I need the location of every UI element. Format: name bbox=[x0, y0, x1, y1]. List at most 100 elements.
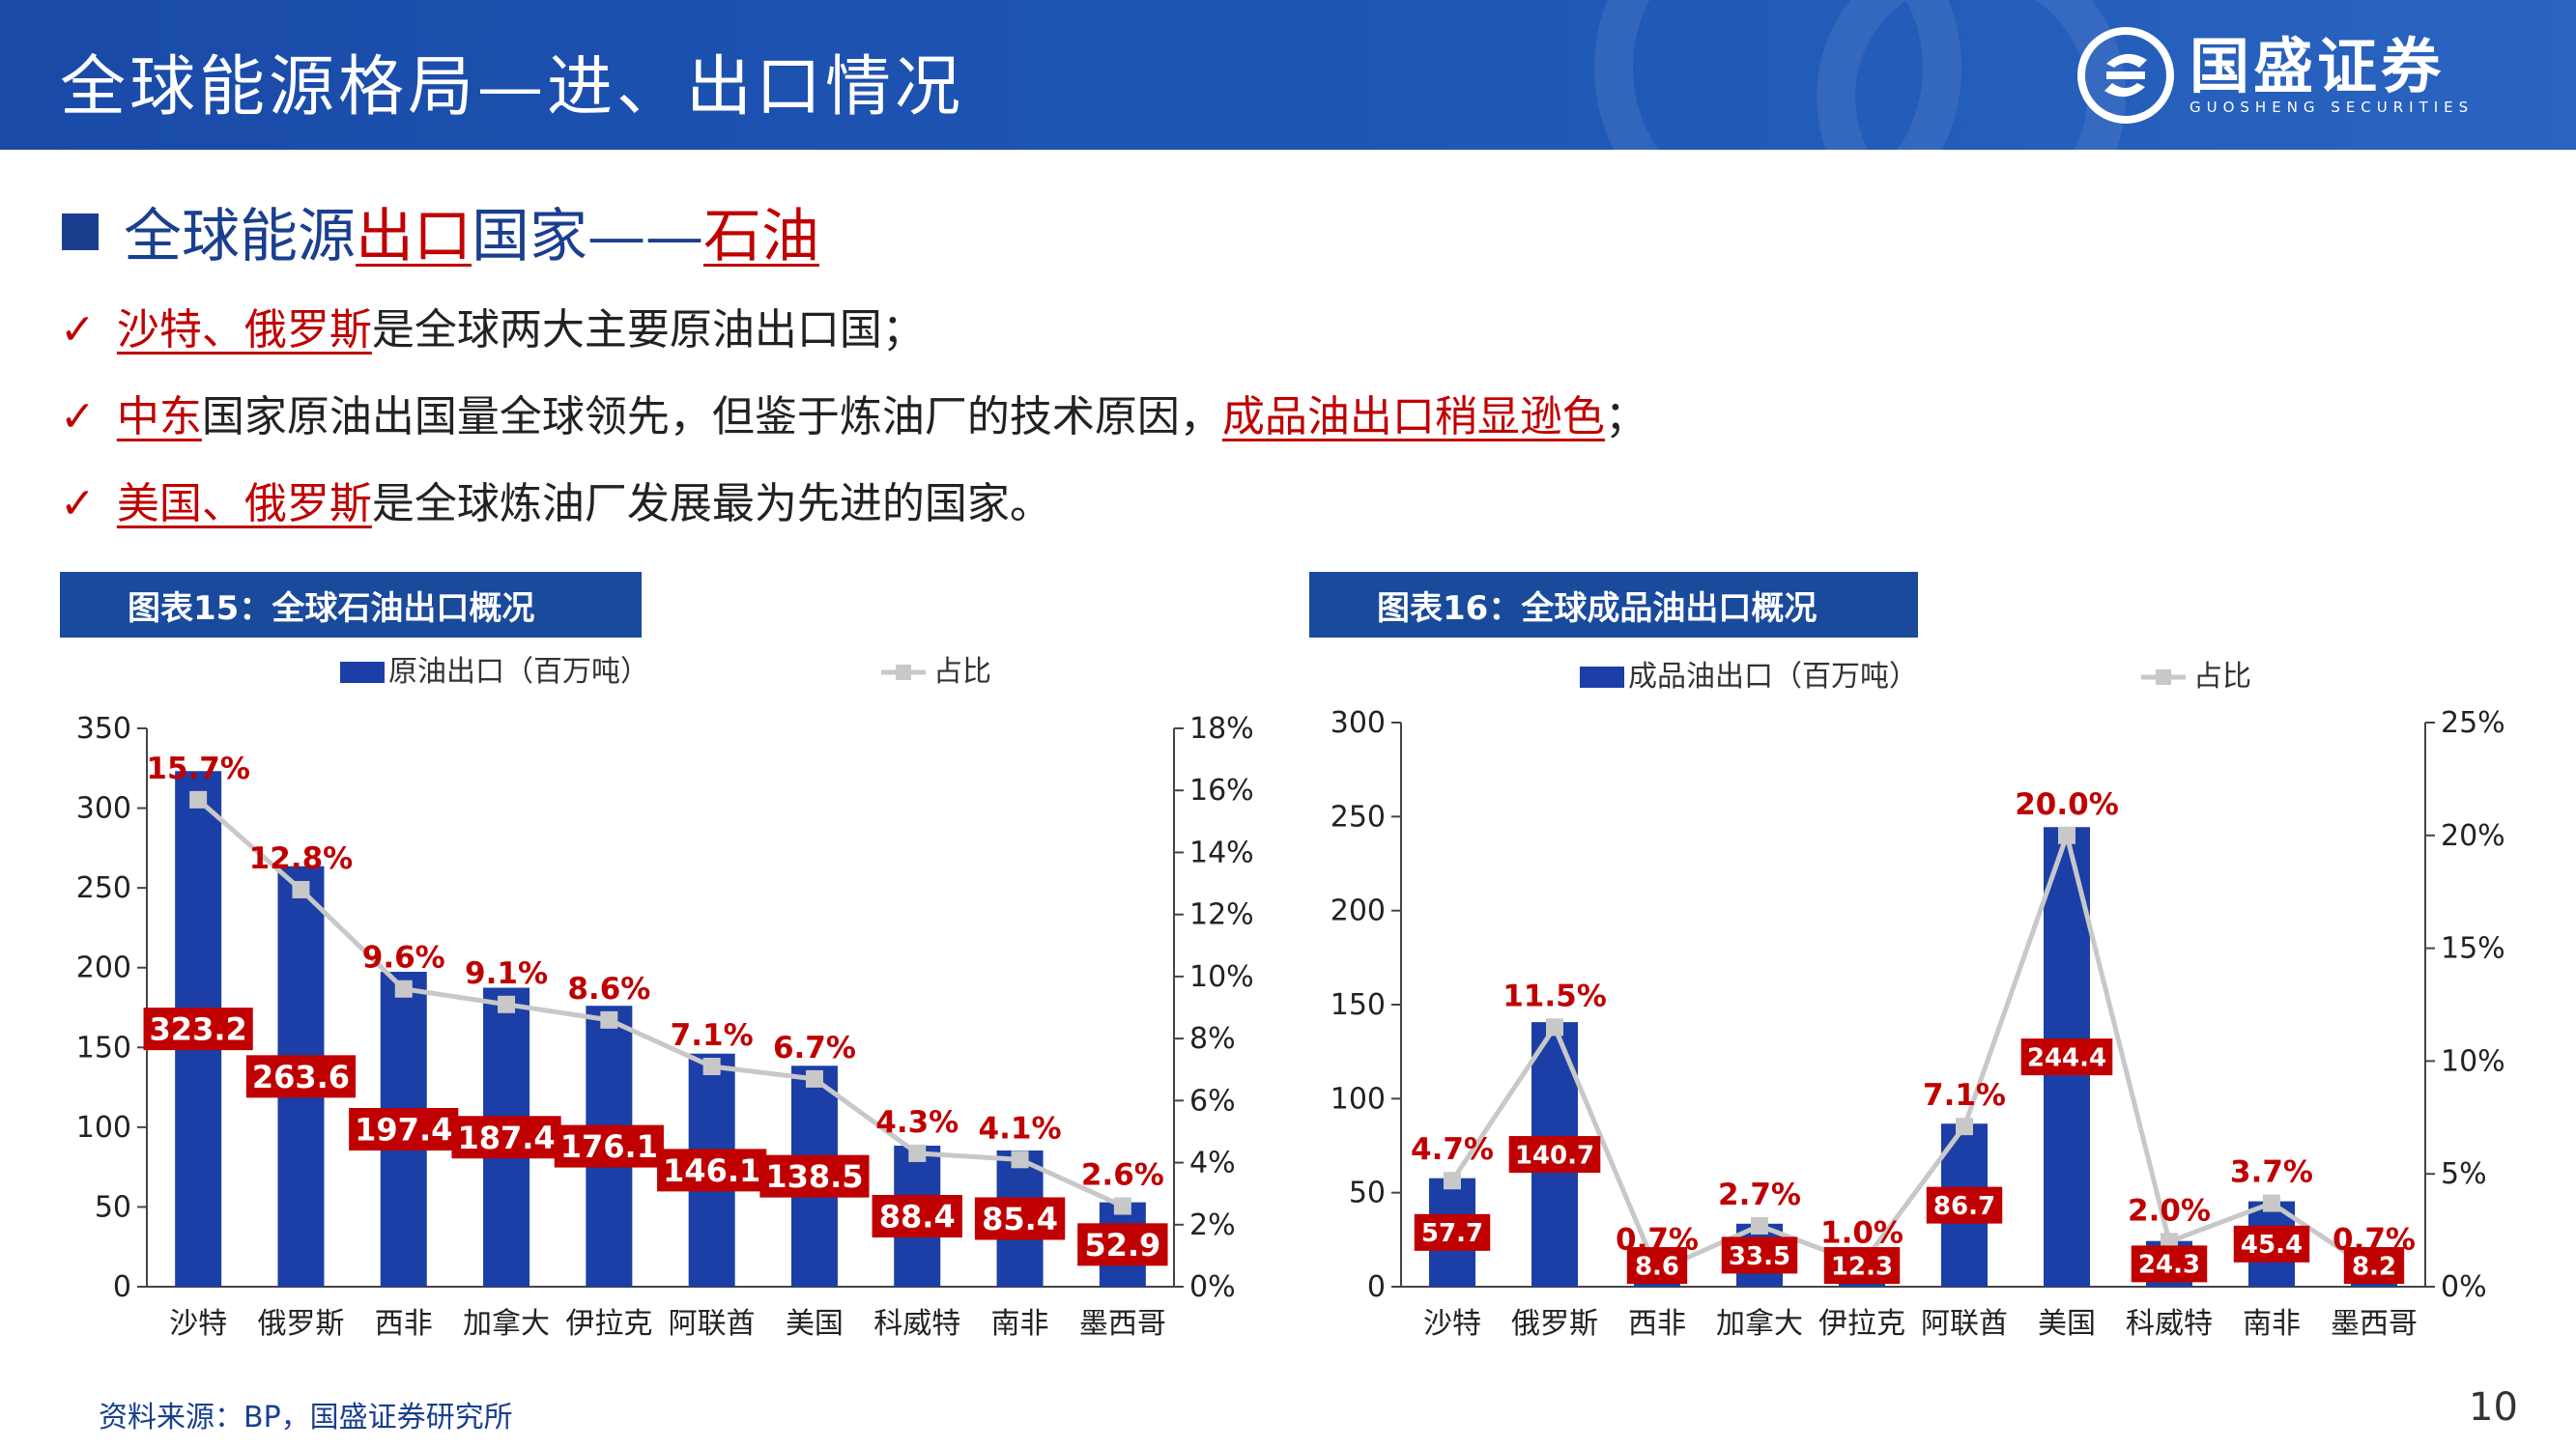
bar-value-label-bg bbox=[2131, 1245, 2208, 1283]
share-value-label: 9.1% bbox=[465, 956, 548, 991]
page-title: 全球能源格局—进、出口情况 bbox=[60, 49, 965, 126]
share-point bbox=[2058, 826, 2075, 844]
share-point bbox=[1113, 1197, 1131, 1215]
x-tick-label: 墨西哥 bbox=[2331, 1307, 2418, 1341]
share-point bbox=[702, 1058, 721, 1076]
x-tick-label: 沙特 bbox=[1423, 1307, 1481, 1341]
y-tick-label-right: 14% bbox=[1189, 836, 1254, 869]
share-value-label: 3.7% bbox=[2230, 1155, 2313, 1190]
share-value-label: 20.0% bbox=[2015, 787, 2119, 822]
x-tick-label: 沙特 bbox=[169, 1307, 227, 1341]
bar-value-label: 8.6 bbox=[1635, 1252, 1679, 1281]
x-tick-label: 俄罗斯 bbox=[1511, 1307, 1598, 1341]
bar-value-label-bg bbox=[759, 1154, 870, 1198]
check-icon: ✓ bbox=[60, 392, 96, 441]
bar-value-label-bg bbox=[554, 1124, 664, 1168]
heading-highlight-oil: 石油 bbox=[703, 203, 819, 270]
legend-line-label: 占比 bbox=[2193, 660, 2251, 694]
x-tick-label: 科威特 bbox=[873, 1307, 960, 1341]
x-tick-label: 美国 bbox=[786, 1307, 844, 1341]
refined-oil-export-chart: 成品油出口（百万吨） 占比 0 50 100 150 200 250 300 0% 5% 10% 15%… bbox=[1331, 660, 2505, 1341]
bar-value-label: 138.5 bbox=[765, 1158, 863, 1195]
bar-value-label-bg bbox=[872, 1195, 962, 1238]
x-tick-label: 墨西哥 bbox=[1079, 1307, 1166, 1341]
x-tick-label: 美国 bbox=[2038, 1307, 2096, 1341]
y-tick-label-left: 300 bbox=[1331, 706, 1386, 740]
bullet-highlight: 沙特、俄罗斯 bbox=[116, 305, 372, 355]
y-tick-label-left: 200 bbox=[1331, 895, 1386, 928]
heading-highlight-export: 出口 bbox=[356, 203, 472, 270]
x-tick-label: 加拿大 bbox=[1716, 1307, 1803, 1341]
y-tick-label-left: 0 bbox=[1367, 1270, 1386, 1304]
bar-value-label-bg bbox=[349, 1108, 459, 1151]
y-tick-label-right: 25% bbox=[2441, 706, 2505, 740]
share-value-label: 7.1% bbox=[1923, 1078, 2006, 1113]
y-tick-label-left: 350 bbox=[76, 712, 131, 746]
bar-value-label: 140.7 bbox=[1515, 1141, 1594, 1170]
y-tick-label-left: 250 bbox=[76, 871, 131, 905]
bar-value-label: 12.3 bbox=[1831, 1252, 1893, 1281]
section-heading: 全球能源 出口 国家—— 石油 bbox=[62, 189, 819, 273]
y-tick-label-left: 300 bbox=[76, 792, 131, 826]
share-value-label: 8.6% bbox=[567, 972, 650, 1007]
crude-oil-export-chart: 原油出口（百万吨） 占比 0 50 100 150 200 250 300 350 0% 2% 4% 6%… bbox=[76, 655, 1254, 1341]
bar-value-label-bg bbox=[1414, 1213, 1491, 1251]
bar-value-label-bg bbox=[657, 1149, 767, 1192]
logo-name-en: GUOSHENG SECURITIES bbox=[2190, 99, 2475, 116]
bar-value-label: 244.4 bbox=[2027, 1043, 2106, 1072]
y-tick-label-right: 0% bbox=[2441, 1270, 2487, 1304]
y-tick-label-right: 15% bbox=[2441, 932, 2505, 966]
share-value-label: 2.7% bbox=[1718, 1178, 1801, 1212]
bullet-highlight-2: 成品油出口稍显逊色 bbox=[1221, 392, 1605, 441]
y-tick-label-left: 150 bbox=[76, 1031, 131, 1065]
y-tick-label-right: 10% bbox=[1189, 960, 1254, 994]
x-tick-label: 加拿大 bbox=[463, 1307, 550, 1341]
page-number: 10 bbox=[2469, 1385, 2518, 1430]
share-point bbox=[2263, 1194, 2280, 1212]
share-point bbox=[805, 1069, 823, 1088]
y-tick-label-right: 16% bbox=[1189, 774, 1254, 808]
bar-value-label: 85.4 bbox=[982, 1201, 1058, 1237]
bar-value-label: 176.1 bbox=[560, 1128, 658, 1165]
y-tick-label-left: 150 bbox=[1331, 988, 1386, 1022]
share-value-label: 12.8% bbox=[249, 841, 354, 876]
y-tick-label-right: 0% bbox=[1189, 1270, 1236, 1304]
bar-value-label: 8.2 bbox=[2352, 1252, 2396, 1281]
bar-value-label: 52.9 bbox=[1084, 1227, 1160, 1264]
company-logo: 国盛证券 GUOSHENG SECURITIES bbox=[2077, 27, 2474, 124]
check-icon: ✓ bbox=[60, 479, 96, 528]
share-point bbox=[394, 980, 413, 998]
bar-value-label: 146.1 bbox=[663, 1152, 760, 1189]
y-tick-label-right: 2% bbox=[1189, 1208, 1236, 1242]
y-tick-label-right: 18% bbox=[1189, 712, 1254, 746]
y-tick-label-right: 4% bbox=[1189, 1147, 1236, 1180]
bullet-text: 国家原油出国量全球领先，但鉴于炼油厂的技术原因， bbox=[201, 392, 1222, 441]
bar-value-label-bg bbox=[1508, 1136, 1601, 1174]
legend-line-label: 占比 bbox=[933, 655, 991, 689]
x-tick-label: 西非 bbox=[375, 1307, 433, 1341]
bullet-tail: ； bbox=[1604, 392, 1647, 441]
bar-value-label-bg bbox=[2233, 1225, 2310, 1263]
logo-name-cn: 国盛证券 bbox=[2190, 31, 2446, 101]
share-point bbox=[1751, 1216, 1768, 1235]
x-tick-label: 南非 bbox=[2243, 1307, 2301, 1341]
legend-line-marker bbox=[2156, 669, 2171, 685]
share-line bbox=[1449, 827, 2376, 1274]
y-tick-label-left: 100 bbox=[1331, 1082, 1386, 1116]
bar-value-label: 197.4 bbox=[355, 1112, 452, 1149]
share-value-label: 15.7% bbox=[146, 752, 250, 786]
bar-value-label: 88.4 bbox=[879, 1199, 956, 1236]
bar-value-label: 86.7 bbox=[1933, 1192, 1995, 1221]
y-tick-label-right: 10% bbox=[2441, 1044, 2505, 1078]
share-point bbox=[908, 1144, 927, 1162]
heading-middle: 国家—— bbox=[472, 203, 703, 270]
bar-value-label-bg bbox=[143, 1008, 253, 1051]
chart-caption-15: 图表15：全球石油出口概况 bbox=[60, 572, 642, 638]
share-point bbox=[1956, 1118, 1973, 1136]
bar-value-label-bg bbox=[2020, 1038, 2113, 1076]
legend: 成品油出口（百万吨） 占比 bbox=[1580, 660, 2251, 694]
y-tick-label-right: 20% bbox=[2441, 819, 2505, 853]
bullet-item: ✓ 美国、俄罗斯 是全球炼油厂发展最为先进的国家。 bbox=[60, 469, 1052, 530]
bullet-item: ✓ 中东 国家原油出国量全球领先，但鉴于炼油厂的技术原因， 成品油出口稍显逊色 … bbox=[60, 382, 1647, 443]
share-point bbox=[1011, 1151, 1029, 1169]
